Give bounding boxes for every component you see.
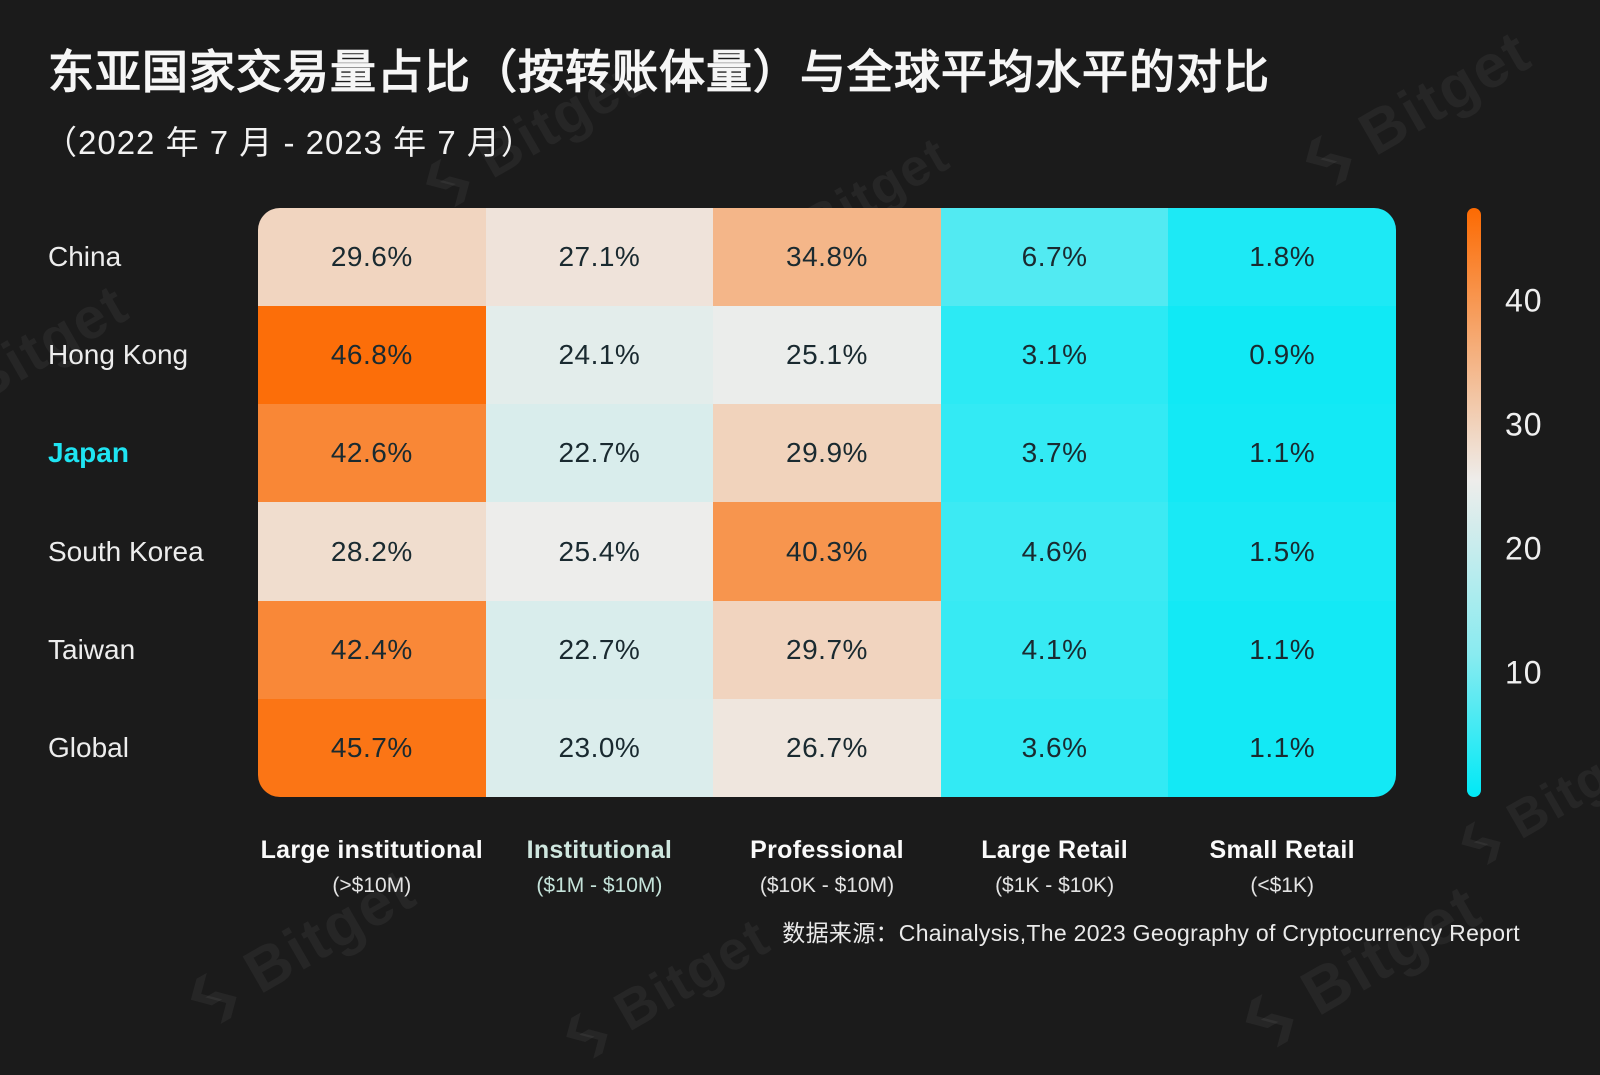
heatmap-cell-hong-kong-large-institutional: 46.8% — [258, 306, 486, 405]
heatmap-cell-hong-kong-professional: 25.1% — [713, 306, 941, 405]
heatmap-cell-china-large-retail: 6.7% — [940, 208, 1169, 307]
heatmap-cell-south-korea-institutional: 25.4% — [485, 502, 714, 601]
watermark-bitget: Bitget — [1226, 869, 1494, 1066]
col-label-main: Professional — [750, 836, 904, 864]
watermark-bitget: Bitget — [1287, 16, 1543, 204]
heatmap-cell-taiwan-small-retail: 1.1% — [1168, 600, 1396, 699]
watermark-text: Bitget — [1497, 720, 1600, 851]
col-label-range: ($1K - $10K) — [995, 874, 1115, 897]
col-label-range: ($10K - $10M) — [759, 874, 895, 897]
heatmap-cell-hong-kong-large-retail: 3.1% — [940, 306, 1169, 405]
heatmap-cell-south-korea-small-retail: 1.5% — [1168, 502, 1396, 601]
heatmap-cell-japan-small-retail: 1.1% — [1168, 404, 1396, 503]
heatmap-cell-japan-professional: 29.9% — [713, 404, 941, 503]
heatmap-cell-south-korea-large-institutional: 28.2% — [258, 502, 486, 601]
heatmap-cell-hong-kong-institutional: 24.1% — [485, 306, 714, 405]
data-source-caption: 数据来源：Chainalysis,The 2023 Geography of C… — [782, 920, 1520, 946]
row-label-japan: Japan — [48, 437, 129, 469]
heatmap-cell-global-professional: 26.7% — [713, 698, 941, 797]
heatmap-cell-china-professional: 34.8% — [713, 208, 941, 307]
row-label-china: China — [48, 241, 122, 273]
col-label-main: Large institutional — [260, 836, 483, 864]
infographic-canvas: Bitget Bitget Bitget Bitget Bitget Bitget Bitg… — [0, 16, 1600, 1059]
col-label-main: Large Retail — [981, 836, 1128, 864]
col-label-range: (>$10M) — [332, 874, 412, 897]
heatmap-cell-global-small-retail: 1.1% — [1168, 698, 1396, 797]
heatmap-cell-global-institutional: 23.0% — [485, 698, 714, 797]
heatmap-cell-south-korea-professional: 40.3% — [713, 502, 941, 601]
heatmap-cell-global-large-retail: 3.6% — [940, 698, 1169, 797]
heatmap-grid: 29.6% 27.1% 34.8% 6.7% 1.8% 46.8% 24.1% 25.1% 3.… — [258, 208, 1396, 797]
bitget-logo-icon — [566, 1012, 608, 1059]
colorbar — [1467, 208, 1481, 797]
heatmap-cell-global-large-institutional: 45.7% — [258, 698, 486, 797]
page-title: 东亚国家交易量占比（按转账体量）与全球平均水平的对比 — [48, 46, 1270, 98]
heatmap-cell-japan-large-institutional: 42.6% — [258, 404, 486, 503]
heatmap-cell-taiwan-institutional: 22.7% — [485, 600, 714, 699]
colorbar-tick-10: 10 — [1505, 654, 1543, 691]
heatmap-cell-hong-kong-small-retail: 0.9% — [1168, 306, 1396, 405]
colorbar-tick-20: 20 — [1505, 530, 1543, 567]
col-label-professional: Professional ($10K - $10M) — [697, 836, 957, 898]
col-label-small-retail: Small Retail (<$1K) — [1152, 836, 1412, 898]
heatmap-cell-china-large-institutional: 29.6% — [258, 208, 486, 307]
row-label-hong-kong: Hong Kong — [48, 339, 189, 371]
watermark-text: Bitget — [604, 905, 781, 1043]
colorbar-tick-40: 40 — [1505, 282, 1543, 319]
heatmap-cell-china-small-retail: 1.8% — [1168, 208, 1396, 307]
watermark-bitget: Bitget — [549, 905, 780, 1075]
col-label-large-institutional: Large institutional (>$10M) — [242, 836, 502, 898]
bitget-logo-icon — [1245, 993, 1294, 1048]
watermark-text: Bitget — [1347, 16, 1543, 169]
heatmap-cell-taiwan-large-institutional: 42.4% — [258, 600, 486, 699]
col-label-main: Small Retail — [1209, 836, 1355, 864]
col-label-range: (<$1K) — [1250, 874, 1314, 897]
bitget-logo-icon — [1305, 134, 1352, 186]
page-subtitle: （2022 年 7 月 - 2023 年 7 月） — [44, 124, 535, 161]
row-label-taiwan: Taiwan — [48, 633, 136, 665]
heatmap-cell-japan-large-retail: 3.7% — [940, 404, 1169, 503]
heatmap-cell-south-korea-large-retail: 4.6% — [940, 502, 1169, 601]
col-label-institutional: Institutional ($1M - $10M) — [469, 836, 729, 898]
col-label-range: ($1M - $10M) — [536, 874, 663, 897]
heatmap-cell-taiwan-large-retail: 4.1% — [940, 600, 1169, 699]
col-label-large-retail: Large Retail ($1K - $10K) — [925, 836, 1185, 898]
bitget-logo-icon — [190, 972, 237, 1024]
colorbar-tick-30: 30 — [1505, 406, 1543, 443]
heatmap-cell-taiwan-professional: 29.7% — [713, 600, 941, 699]
row-label-global: Global — [48, 731, 129, 763]
heatmap-cell-japan-institutional: 22.7% — [485, 404, 714, 503]
heatmap-cell-china-institutional: 27.1% — [485, 208, 714, 307]
row-label-south-korea: South Korea — [48, 535, 204, 567]
bitget-logo-icon — [1461, 820, 1501, 865]
col-label-main: Institutional — [526, 836, 673, 864]
